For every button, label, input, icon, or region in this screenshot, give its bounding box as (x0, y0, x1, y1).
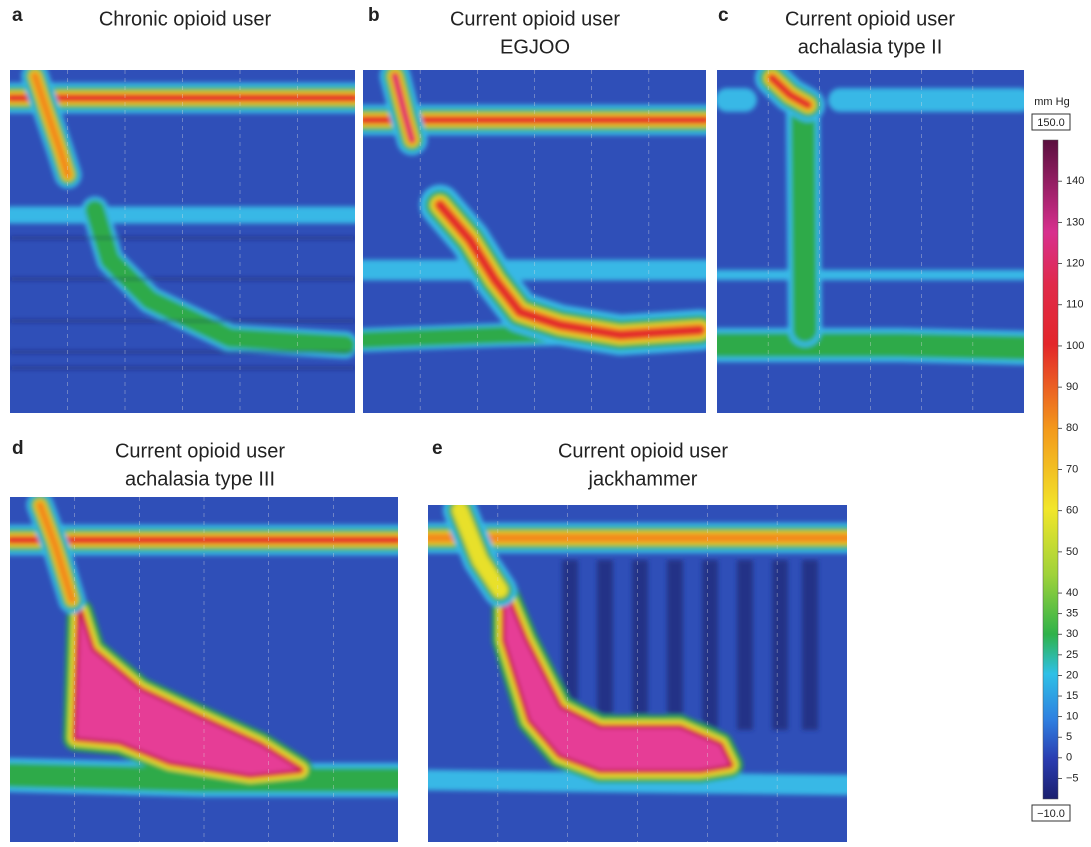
panel-letter: a (12, 5, 23, 26)
colorbar-tick-label: 10 (1066, 711, 1078, 723)
panel-letter: e (432, 438, 443, 459)
low-pressure (772, 560, 788, 730)
panel-title: Current opioid user (785, 8, 955, 30)
colorbar (1043, 140, 1058, 799)
manometry-plot (10, 497, 398, 842)
colorbar-tick-label: −5 (1066, 772, 1079, 784)
low-pressure (702, 560, 718, 730)
colorbar-max: 150.0 (1037, 117, 1065, 129)
low-pressure (632, 560, 648, 730)
colorbar-tick-label: 20 (1066, 669, 1078, 681)
colorbar-min: −10.0 (1037, 808, 1065, 820)
low-pressure (597, 560, 613, 730)
low-pressure (737, 560, 753, 730)
panel-title: EGJOO (500, 36, 570, 58)
panel-letter: c (718, 5, 729, 26)
colorbar-tick-label: 70 (1066, 463, 1078, 475)
manometry-plot (363, 70, 706, 413)
colorbar-tick-label: 130 (1066, 216, 1084, 228)
panel-letter: b (368, 5, 380, 26)
panel-title: Chronic opioid user (99, 8, 272, 30)
colorbar-tick-label: 0 (1066, 752, 1072, 764)
colorbar-tick-label: 35 (1066, 608, 1078, 620)
colorbar-tick-label: 140 (1066, 175, 1084, 187)
colorbar-tick-label: 40 (1066, 587, 1078, 599)
panel-title: Current opioid user (558, 440, 728, 462)
colorbar-tick-label: 60 (1066, 505, 1078, 517)
colorbar-tick-label: 30 (1066, 628, 1078, 640)
colorbar-tick-label: 50 (1066, 546, 1078, 558)
panel-title: achalasia type III (125, 468, 275, 490)
colorbar-tick-label: 110 (1066, 299, 1084, 311)
panel-title: Current opioid user (450, 8, 620, 30)
panel-title: achalasia type II (798, 36, 943, 58)
low-pressure (667, 560, 683, 730)
manometry-plot (10, 70, 355, 413)
colorbar-tick-label: 90 (1066, 381, 1078, 393)
manometry-plot (428, 505, 847, 842)
panel-title: Current opioid user (115, 440, 285, 462)
colorbar-tick-label: 120 (1066, 257, 1084, 269)
colorbar-tick-label: 15 (1066, 690, 1078, 702)
panel-title: jackhammer (588, 468, 698, 490)
low-pressure (802, 560, 818, 730)
pressure-band (803, 110, 805, 330)
panel-letter: d (12, 438, 24, 459)
figure: mm Hg 150.0 −10.0 a Chronic opioid user b C… (0, 0, 1091, 842)
manometry-plot (717, 70, 1024, 413)
colorbar-tick-label: 25 (1066, 649, 1078, 661)
colorbar-tick-label: 100 (1066, 340, 1084, 352)
colorbar-tick-label: 5 (1066, 731, 1072, 743)
colorbar-unit: mm Hg (1034, 96, 1069, 108)
colorbar-tick-label: 80 (1066, 422, 1078, 434)
